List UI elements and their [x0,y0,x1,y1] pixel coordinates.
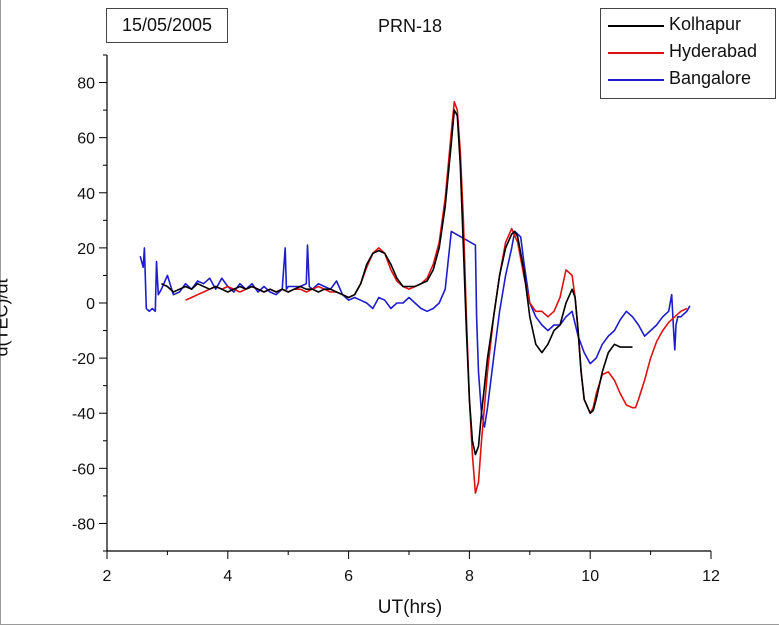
legend: Kolhapur Hyderabad Bangalore [600,8,776,99]
x-tick-label: 12 [702,568,720,585]
series-line-hyderabad [185,101,688,494]
legend-swatch-kolhapur [608,25,664,27]
legend-swatch-hyderabad [608,52,664,54]
x-tick-label: 10 [581,568,599,585]
x-tick-label: 8 [465,568,474,585]
series-line-bangalore [139,230,691,428]
legend-item-bangalore: Bangalore [601,67,777,93]
y-tick-label: -20 [72,351,95,368]
y-tick-label: -60 [72,461,95,478]
y-tick-label: 40 [77,186,95,203]
y-tick-label: -80 [72,516,95,533]
series-line-kolhapur [161,109,633,456]
legend-swatch-bangalore [608,79,664,81]
y-axis-label: d(TEC)/dt [0,278,12,357]
legend-item-hyderabad: Hyderabad [601,40,777,66]
y-tick-label: 20 [77,241,95,258]
y-tick-label: 60 [77,131,95,148]
y-tick-label: -40 [72,406,95,423]
x-axis-label: UT(hrs) [377,597,443,618]
legend-label-bangalore: Bangalore [669,68,752,88]
x-tick-label: 6 [344,568,353,585]
x-tick-label: 4 [223,568,232,585]
legend-label-hyderabad: Hyderabad [669,41,758,61]
chart-title: PRN-18 [377,16,443,36]
legend-item-kolhapur: Kolhapur [601,13,777,39]
x-tick-label: 2 [103,568,112,585]
legend-label-kolhapur: Kolhapur [669,14,742,34]
series-layer [139,101,691,494]
axes: 2 4 6 8 10 12 80 60 40 20 0 -20 -40 -60 -80 [72,54,720,585]
y-tick-label: 0 [86,296,95,313]
y-tick-label: 80 [77,76,95,93]
date-label: 15/05/2005 [106,8,228,43]
